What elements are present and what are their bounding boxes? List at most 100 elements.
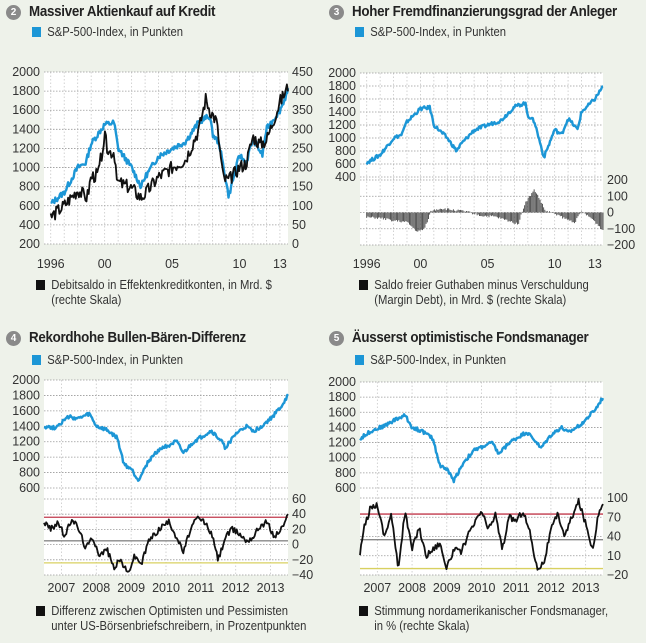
legend-indicator: Saldo freier Guthaben minus Verschuldung…: [359, 278, 589, 308]
y-left-tick-label: 2000: [328, 66, 356, 80]
y-left-tick-label: 1800: [12, 84, 40, 98]
legend-sp500: S&P-500-Index, in Punkten: [355, 353, 506, 367]
y-right-tick-label: 300: [292, 122, 313, 136]
y-left-tick-label: 1800: [328, 79, 356, 93]
x-tick-label: 1996: [353, 257, 381, 271]
y-left-tick-label: 200: [19, 237, 40, 251]
chart-title: Rekordhohe Bullen-Bären-Differenz: [29, 330, 246, 346]
legend-swatch-blue: [32, 355, 41, 365]
legend-sp500: S&P-500-Index, in Punkten: [355, 25, 506, 39]
y-right-tick-label: 100: [607, 491, 628, 505]
y-left-tick-label: 1000: [12, 161, 40, 175]
y-left-tick-label: 600: [335, 157, 356, 171]
y-left-tick-label: 1200: [12, 141, 40, 155]
y-right-tick-label: −100: [607, 222, 635, 236]
indicator-line: [359, 497, 604, 571]
y-right-tick-label: 10: [607, 549, 621, 563]
x-tick-label: 2013: [257, 581, 285, 595]
y-left-tick-label: 600: [19, 199, 40, 213]
x-tick-label: 10: [548, 257, 562, 271]
y-right-tick-label: 0: [292, 237, 299, 251]
plot-area: [44, 72, 288, 244]
y-right-tick-label: −200: [607, 238, 635, 252]
x-tick-label: 2011: [187, 581, 214, 595]
y-right-tick-label: 200: [292, 161, 313, 175]
x-tick-label: 2011: [503, 581, 530, 595]
x-tick-label: 2007: [48, 581, 76, 595]
y-right-tick-label: 200: [607, 173, 628, 187]
y-left-tick-label: 1200: [12, 435, 40, 449]
legend-indicator: Differenz zwischen Optimisten und Pessim…: [36, 604, 306, 634]
legend-indicator: Stimmung nordamerikanischer Fondsmanager…: [359, 604, 608, 634]
y-left-tick-label: 2000: [12, 373, 40, 387]
y-left-tick-label: 1000: [328, 131, 356, 145]
x-tick-label: 13: [273, 257, 287, 271]
x-tick-label: 00: [98, 257, 112, 271]
x-tick-label: 2012: [222, 581, 250, 595]
y-left-tick-label: 1600: [328, 92, 356, 106]
y-right-tick-label: 0: [607, 206, 614, 220]
y-right-tick-label: 20: [292, 522, 306, 536]
panel-number-badge: 3: [329, 4, 344, 20]
x-tick-label: 1996: [37, 257, 65, 271]
y-left-tick-label: 400: [19, 218, 40, 232]
x-tick-label: 13: [588, 257, 602, 271]
legend-swatch-blue: [32, 27, 41, 37]
panel-number-badge: 2: [6, 4, 21, 20]
y-right-tick-label: 100: [607, 189, 628, 203]
x-tick-label: 05: [165, 257, 179, 271]
legend-sp500: S&P-500-Index, in Punkten: [32, 353, 183, 367]
y-left-tick-label: 2000: [12, 65, 40, 79]
x-tick-label: 2008: [398, 581, 426, 595]
chart-title: Hoher Fremdfinanzierungsgrad der Anleger: [352, 4, 617, 20]
y-left-tick-label: 1000: [328, 451, 356, 465]
x-tick-label: 2010: [152, 581, 180, 595]
y-right-tick-label: 400: [292, 84, 313, 98]
legend-indicator: Debitsaldo in Effektenkreditkonten, in M…: [36, 278, 272, 308]
y-right-tick-label: −20: [607, 568, 628, 582]
legend-sp500: S&P-500-Index, in Punkten: [32, 25, 183, 39]
sp500-line: [43, 393, 289, 482]
chart-title: Massiver Aktienkauf auf Kredit: [29, 4, 216, 20]
y-right-tick-label: 50: [292, 218, 306, 232]
y-left-tick-label: 600: [19, 481, 40, 495]
y-left-tick-label: 2000: [328, 375, 356, 389]
y-left-tick-label: 1200: [328, 436, 356, 450]
panel-number-badge: 4: [6, 330, 21, 346]
y-left-tick-label: 1600: [12, 404, 40, 418]
y-left-tick-label: 600: [335, 481, 356, 495]
indicator-line: [43, 513, 289, 573]
indicator-line: [49, 83, 289, 221]
chart-panel-4: 4 Rekordhohe Bullen-Bären-Differenz S&P-5…: [0, 320, 323, 640]
chart-svg: 2000180016001400120010008006004002004504…: [12, 65, 313, 271]
y-left-tick-label: 800: [19, 466, 40, 480]
chart-panel-5: 5 Äusserst optimistische Fondsmanager S&P…: [323, 320, 646, 640]
y-left-tick-label: 800: [335, 466, 356, 480]
y-right-tick-label: 150: [292, 180, 313, 194]
panel-number-badge: 5: [329, 330, 344, 346]
chart-panel-2: 2 Massiver Aktienkauf auf Kredit S&P-500-…: [0, 0, 323, 320]
legend-swatch-blue: [355, 355, 364, 365]
y-right-tick-label: 40: [607, 530, 621, 544]
x-tick-label: 2009: [433, 581, 461, 595]
legend-swatch-black: [36, 606, 45, 616]
y-right-tick-label: 70: [607, 510, 621, 524]
y-right-tick-label: 450: [292, 65, 313, 79]
x-tick-label: 2012: [537, 581, 565, 595]
y-left-tick-label: 1400: [12, 122, 40, 136]
y-left-tick-label: 1600: [328, 405, 356, 419]
y-right-tick-label: −20: [292, 553, 313, 567]
y-right-tick-label: 250: [292, 141, 313, 155]
y-left-tick-label: 400: [335, 170, 356, 184]
sp500-line: [365, 85, 604, 165]
y-left-tick-label: 1800: [328, 390, 356, 404]
x-tick-label: 2007: [363, 581, 391, 595]
y-right-tick-label: −40: [292, 568, 313, 582]
y-left-tick-label: 1000: [12, 450, 40, 464]
y-left-tick-label: 1400: [328, 420, 356, 434]
x-tick-label: 05: [481, 257, 495, 271]
y-right-tick-label: 60: [292, 492, 306, 506]
x-tick-label: 2009: [117, 581, 145, 595]
